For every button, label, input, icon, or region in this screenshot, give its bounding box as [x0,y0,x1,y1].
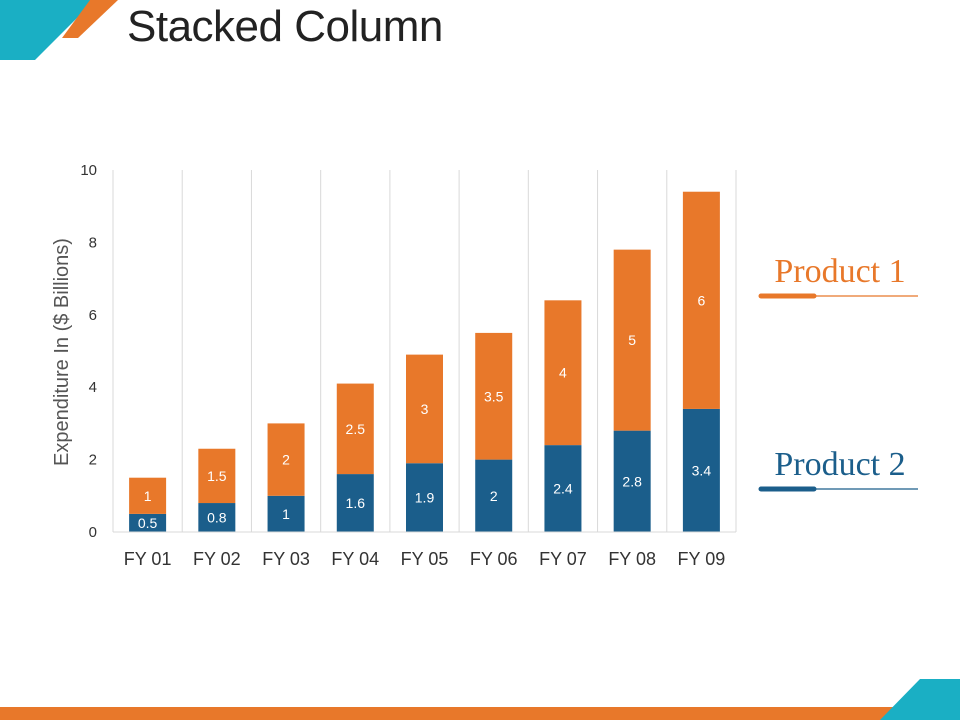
axes: 0 2 4 6 8 10 FY 01 FY 02 FY 03 FY 04 FY 05 FY 06 FY … [80,162,736,569]
x-tick-label: FY 01 [124,549,172,569]
bar-product-2 [406,463,443,532]
y-axis-label: Expenditure In ($ Billions) [51,238,73,466]
bar-product-2 [129,513,167,532]
x-tick-label: FY 09 [678,549,726,569]
y-tick-label: 0 [89,524,97,541]
data-label: 3.4 [692,462,712,478]
data-label: 6 [697,292,705,308]
bar-product-1 [406,354,443,464]
data-label: 1.6 [346,495,366,511]
y-tick-label: 10 [80,162,97,179]
x-tick-label: FY 04 [331,549,379,569]
x-tick-label: FY 05 [401,549,449,569]
bar-product-2 [267,495,305,532]
data-label: 4 [559,365,567,381]
x-tick-label: FY 08 [608,549,656,569]
bar-product-1 [682,191,720,409]
y-tick-label: 2 [89,452,97,469]
page-title: Stacked Column [127,2,443,51]
data-label: 0.8 [207,510,227,526]
bars [129,191,720,532]
legend-product-2-label: Product 2 [774,446,905,483]
data-label: 2.8 [622,473,642,489]
data-label: 2 [282,452,290,468]
x-tick-label: FY 06 [470,549,518,569]
data-label: 2 [490,488,498,504]
bottom-decoration [0,679,960,720]
x-tick-label: FY 03 [262,549,310,569]
legend: Product 1 Product 2 [758,253,918,492]
bar-product-1 [267,423,305,496]
bar-product-2 [682,408,720,532]
data-label: 1 [144,488,152,504]
data-label: 2.4 [553,481,573,497]
data-label: 3.5 [484,388,504,404]
y-tick-label: 6 [89,307,97,324]
data-label: 5 [628,332,636,348]
bar-product-2 [544,445,582,532]
bar-product-1 [129,477,167,514]
bar-product-1 [544,300,582,446]
top-left-decoration [0,0,118,60]
data-label: 3 [421,401,429,417]
data-label: 0.5 [138,515,158,531]
bar-product-1 [475,332,513,460]
data-label: 1.9 [415,490,435,506]
data-label: 1 [282,506,290,522]
bar-product-2 [198,503,236,532]
data-labels: 0.5 1 0.8 1.5 1 2 1.6 2.5 1.9 3 2 3.5 2.4 4 2.8 5 3.4 6 [138,292,711,531]
bar-product-2 [613,430,651,532]
bar-product-2 [336,474,374,532]
bar-product-2 [475,459,513,532]
y-tick-label: 4 [89,379,97,396]
gridlines [112,170,737,532]
bar-product-1 [336,383,374,475]
legend-product-1-label: Product 1 [774,253,905,290]
x-tick-label: FY 02 [193,549,241,569]
bar-product-1 [198,448,236,504]
data-label: 2.5 [346,421,366,437]
bar-product-1 [613,249,651,431]
data-label: 1.5 [207,468,227,484]
x-tick-label: FY 07 [539,549,587,569]
y-tick-label: 8 [89,234,97,251]
